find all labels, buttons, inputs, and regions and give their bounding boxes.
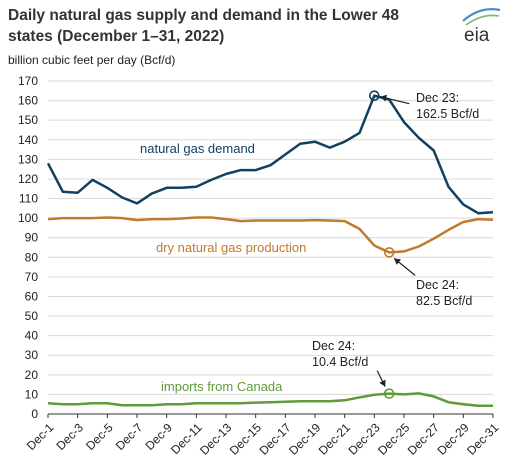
- eia-logo-swoosh-icon: [462, 8, 501, 22]
- x-axis-ticks: Dec-1Dec-3Dec-5Dec-7Dec-9Dec-11Dec-13Dec…: [24, 414, 502, 458]
- x-tick-label: Dec-5: [83, 420, 116, 453]
- annotation-arrowhead-icon: [379, 379, 386, 387]
- eia-logo-text: eia: [464, 25, 490, 46]
- x-tick-label: Dec-15: [227, 420, 264, 457]
- x-tick-label: Dec-19: [286, 420, 323, 457]
- y-tick-label: 30: [25, 348, 39, 362]
- y-tick-label: 60: [25, 289, 39, 303]
- y-tick-label: 20: [25, 368, 39, 382]
- annotation-demand-line1: Dec 23:: [416, 91, 459, 105]
- x-tick-label: Dec-3: [53, 420, 86, 453]
- x-tick-label: Dec-31: [464, 420, 501, 457]
- x-tick-label: Dec-17: [256, 420, 293, 457]
- x-tick-label: Dec-29: [434, 420, 471, 457]
- x-tick-label: Dec-21: [316, 420, 353, 457]
- y-tick-label: 80: [25, 250, 39, 264]
- y-tick-label: 160: [18, 94, 38, 108]
- y-tick-label: 10: [25, 387, 39, 401]
- x-tick-label: Dec-23: [345, 420, 382, 457]
- y-tick-label: 50: [25, 309, 39, 323]
- annotation-arrowhead-icon: [394, 258, 402, 265]
- y-tick-label: 70: [25, 270, 39, 284]
- x-tick-label: Dec-25: [375, 420, 412, 457]
- y-tick-label: 0: [31, 407, 38, 421]
- annotation-imports-line1: Dec 24:: [312, 339, 355, 353]
- y-tick-label: 110: [19, 192, 38, 206]
- annotation-markers: [369, 90, 416, 399]
- x-tick-label: Dec-7: [113, 420, 146, 453]
- chart-title-line2: states (December 1–31, 2022): [8, 28, 224, 45]
- series-line-1: [47, 216, 494, 254]
- eia-logo-swoosh-icon-2: [465, 14, 500, 26]
- y-tick-label: 40: [25, 329, 39, 343]
- y-tick-label: 150: [18, 113, 38, 127]
- annotation-production-line1: Dec 24:: [416, 278, 459, 292]
- x-tick-label: Dec-27: [405, 420, 442, 457]
- x-tick-label: Dec-1: [24, 420, 57, 453]
- y-tick-label: 120: [18, 172, 38, 186]
- series-label-imports: imports from Canada: [161, 379, 283, 394]
- annotation-marker-2: [383, 388, 395, 399]
- annotation-arrowhead-icon: [380, 94, 387, 102]
- series-line-2: [47, 392, 493, 408]
- y-tick-label: 170: [18, 74, 38, 88]
- series-lines: [46, 94, 494, 408]
- x-tick-label: Dec-13: [197, 420, 234, 457]
- series-label-demand: natural gas demand: [140, 141, 255, 156]
- y-tick-label: 100: [18, 211, 38, 225]
- series-line-0: [46, 94, 494, 215]
- y-axis-ticks: 0 10 20 30 40 50 60 70 80 90 100 110 120 130 140 150 160…: [18, 74, 38, 421]
- gridlines: [48, 80, 493, 395]
- annotation-imports-line2: 10.4 Bcf/d: [312, 355, 368, 369]
- unit-label: billion cubic feet per day (Bcf/d): [8, 53, 175, 67]
- annotation-marker-0: [369, 90, 380, 101]
- annotation-production-line2: 82.5 Bcf/d: [416, 294, 472, 308]
- y-tick-label: 130: [18, 152, 38, 166]
- eia-logo: eia: [462, 8, 501, 46]
- series-label-production: dry natural gas production: [156, 240, 306, 255]
- x-tick-label: Dec-11: [168, 420, 205, 457]
- annotation-demand-line2: 162.5 Bcf/d: [416, 107, 479, 121]
- annotation-marker-1: [383, 247, 395, 258]
- y-tick-label: 90: [25, 231, 39, 245]
- y-tick-label: 140: [18, 133, 38, 147]
- chart-title-line1: Daily natural gas supply and demand in t…: [8, 7, 399, 24]
